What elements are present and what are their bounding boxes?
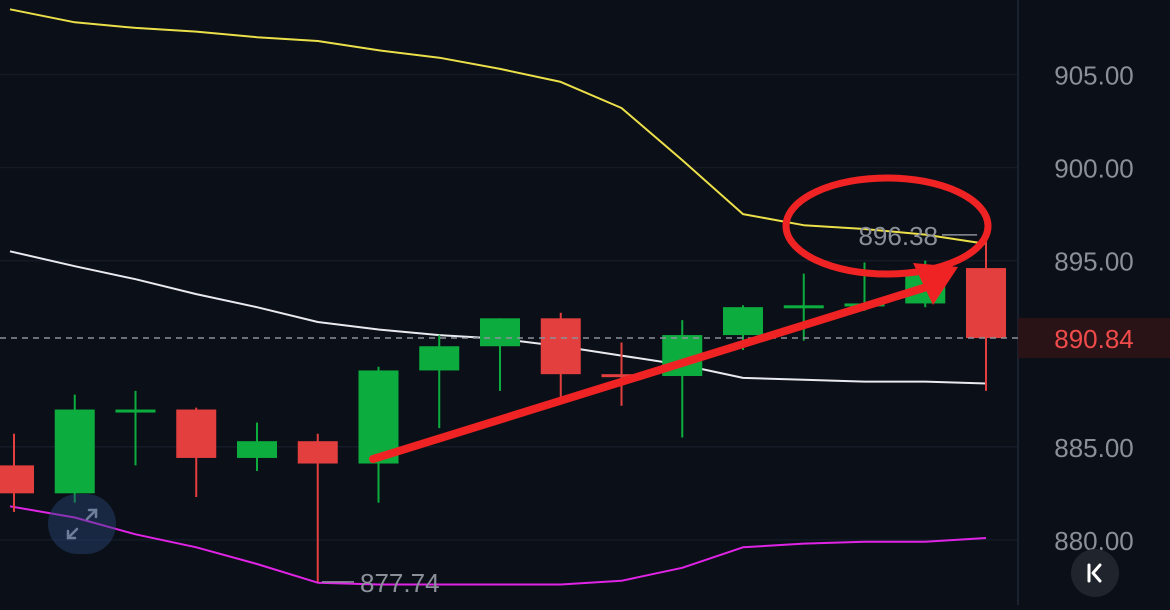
expand-arrows-icon	[66, 508, 98, 540]
candle-body	[783, 305, 824, 309]
candle-body	[540, 318, 581, 375]
candle-body	[115, 409, 156, 413]
candle	[358, 366, 399, 503]
bollinger-bands	[9, 8, 987, 586]
expand-button[interactable]	[48, 494, 116, 554]
high-price-label: 896.38	[858, 221, 938, 251]
candle-body	[297, 441, 338, 464]
current-price-label: 890.84	[1054, 324, 1134, 354]
candle	[966, 234, 1006, 391]
candle	[297, 433, 338, 582]
candle	[176, 407, 217, 498]
collapse-button[interactable]	[1071, 549, 1119, 597]
price-tick-label: 900.00	[1054, 154, 1134, 184]
candle-body	[480, 318, 520, 347]
candle	[601, 342, 642, 406]
current-price-marker: 890.84	[0, 318, 1170, 359]
candle-body	[601, 374, 642, 378]
collapse-chevron-icon	[1087, 563, 1102, 583]
candle	[115, 390, 156, 466]
candle-body	[358, 370, 399, 464]
candle-body	[723, 307, 763, 336]
candle-body	[176, 409, 217, 458]
grid-lines	[0, 73, 1018, 541]
candle	[480, 318, 520, 391]
candle-body	[237, 441, 277, 458]
candle-body	[0, 465, 34, 494]
price-tick-label: 905.00	[1054, 60, 1134, 90]
current-price-label-bg	[1018, 318, 1170, 359]
candle-body	[419, 346, 460, 371]
trend-arrow-shaft	[369, 282, 934, 463]
candle	[783, 273, 824, 341]
annotations: 896.38 877.74	[322, 174, 992, 598]
candle	[0, 433, 34, 512]
band-line-upper	[9, 8, 987, 245]
candle-body	[966, 268, 1006, 339]
candle	[419, 335, 460, 429]
candle	[54, 394, 95, 503]
highlight-circle	[782, 174, 992, 278]
candles	[0, 234, 1006, 582]
low-price-label: 877.74	[360, 568, 440, 598]
candle	[540, 312, 581, 404]
candle-body	[54, 409, 95, 494]
band-line-lower	[9, 505, 987, 586]
price-tick-label: 885.00	[1054, 433, 1134, 463]
candle	[237, 422, 277, 471]
price-tick-label: 895.00	[1054, 247, 1134, 277]
